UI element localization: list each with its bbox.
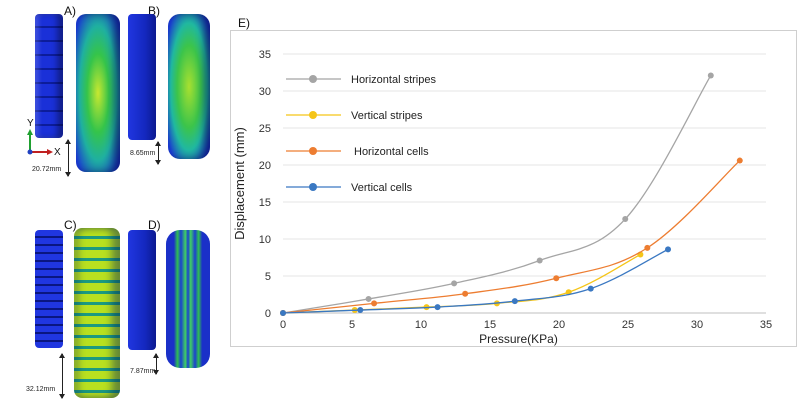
legend-marker-vertical-stripes [309,111,317,119]
axis-y-label: Y [27,118,34,129]
data-point-horizontal-stripes [622,216,629,223]
panel-c-deformed-cylinder [74,228,120,398]
x-tick-label: 0 [280,319,286,331]
data-point-horizontal-stripes [707,72,714,79]
panel-b-deformed-cylinder [168,14,210,159]
panel-a-undeformed-cylinder [35,14,63,138]
panel-d-deformed-cylinder [166,230,210,368]
data-point-horizontal-stripes [451,280,458,287]
data-point-vertical-cells [587,285,594,292]
x-axis-label: Pressure(KPa) [479,332,558,346]
data-point-vertical-cells [357,307,364,314]
panel-b-undeformed-cylinder [128,14,156,140]
y-tick-label: 15 [259,197,271,209]
data-point-horizontal-cells [371,300,378,307]
axes-triad-icon [27,129,53,155]
panel-e-label: E) [238,16,250,30]
x-tick-label: 35 [760,319,772,331]
y-tick-label: 0 [265,308,271,320]
panel-c-dimension: 32.12mm [26,386,56,393]
y-tick-label: 25 [259,123,271,135]
data-point-vertical-cells [434,304,441,311]
data-point-vertical-cells [511,298,518,305]
y-tick-label: 10 [259,234,271,246]
data-point-horizontal-stripes [365,295,372,302]
data-point-horizontal-cells [644,244,651,251]
panel-d-undeformed-cylinder [128,230,156,350]
x-tick-label: 15 [484,319,496,331]
displacement-chart: 0 5 10 15 20 25 30 35 0 5 10 15 20 25 30 35 Pressure(KPa… [230,30,797,347]
data-point-vertical-cells [280,310,286,316]
y-tick-label: 30 [259,86,271,98]
legend-marker-horizontal-stripes [309,75,317,83]
panel-a-dimension-arrow [65,139,71,177]
x-tick-label: 25 [622,319,634,331]
y-tick-label: 20 [259,160,271,172]
panel-c-dimension-arrow [59,353,65,399]
axis-x-label: X [54,147,61,158]
series-line-vertical-cells [282,248,669,314]
data-point-horizontal-stripes [536,257,543,264]
chart-svg: 0 5 10 15 20 25 30 35 0 5 10 15 20 25 30 35 Pressure(KPa… [232,49,772,346]
y-axis-label: Displacement (mm) [232,127,247,240]
y-tick-label: 5 [265,271,271,283]
x-tick-label: 30 [691,319,703,331]
panel-c-undeformed-cylinder [35,230,63,348]
data-point-horizontal-cells [736,157,743,164]
panel-a-label: A) [64,4,76,18]
panel-a-dimension: 20.72mm [32,166,62,173]
panel-b-dimension: 8.65mm [130,150,156,157]
series-line-horizontal-stripes [282,75,712,314]
x-tick-label: 20 [553,319,565,331]
legend-marker-vertical-cells [309,183,317,191]
x-tick-label: 10 [415,319,427,331]
data-point-vertical-cells [665,246,672,253]
x-tick-label: 5 [349,319,355,331]
panel-c-label: C) [64,218,77,232]
legend-label-vertical-cells: Vertical cells [351,182,413,194]
axes-triad [22,120,62,160]
legend-label-horizontal-cells: Horizontal cells [354,146,429,158]
legend-marker-horizontal-cells [309,147,317,155]
panel-a-deformed-cylinder [76,14,120,172]
panel-d-dimension: 7.87mm [130,368,156,375]
legend-label-horizontal-stripes: Horizontal stripes [351,74,436,86]
data-point-horizontal-cells [462,290,469,297]
y-tick-label: 35 [259,49,271,61]
panel-d-label: D) [148,218,161,232]
panel-d-dimension-arrow [153,353,159,375]
series-line-horizontal-cells [282,160,741,314]
panel-b-dimension-arrow [155,141,161,165]
data-point-horizontal-cells [553,275,560,282]
legend-label-vertical-stripes: Vertical stripes [351,110,423,122]
